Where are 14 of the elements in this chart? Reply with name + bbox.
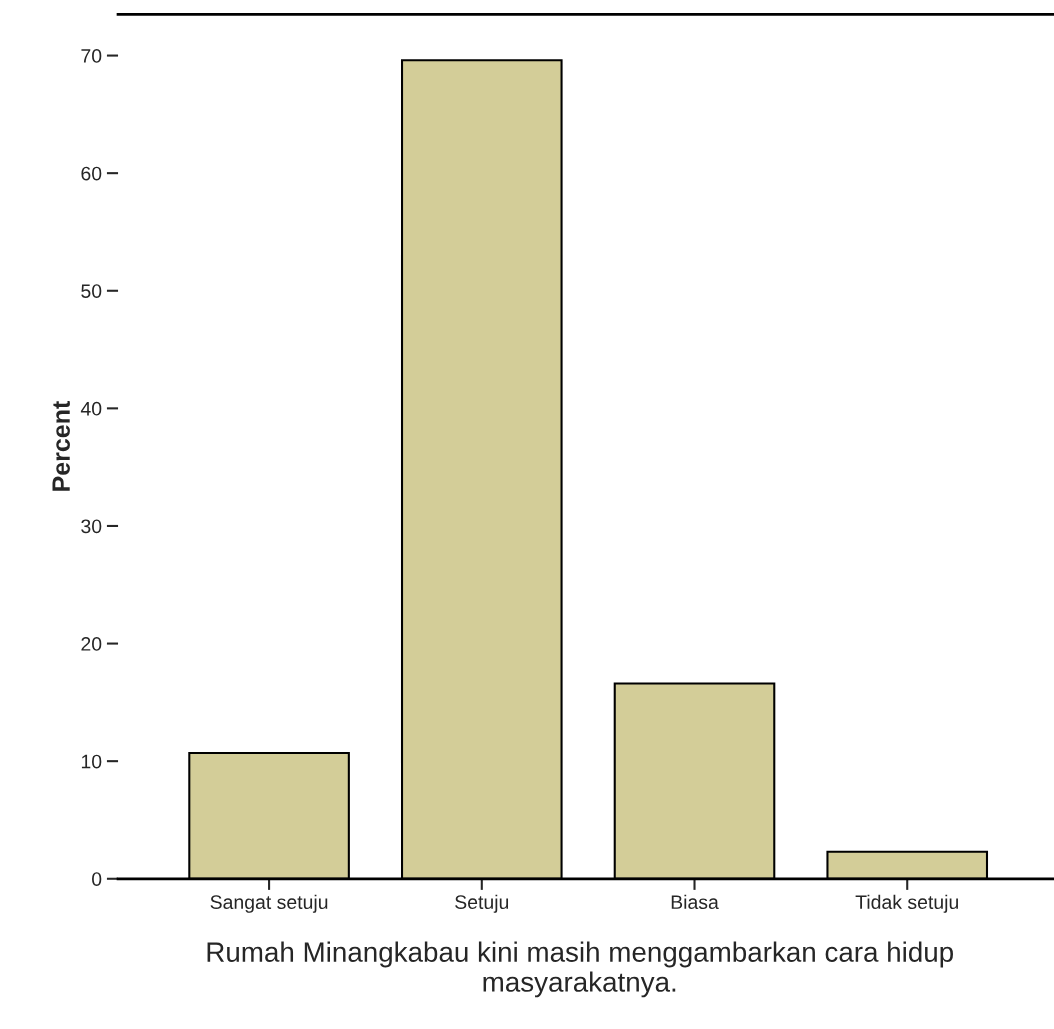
y-tick-label: 0 (92, 872, 102, 886)
x-tick-label: Tidak setuju (855, 894, 958, 913)
x-axis-title: Rumah Minangkabau kini masih menggambarkan cara hidup masyarakatnya. (207, 941, 953, 998)
y-tick-label: 10 (81, 754, 102, 769)
x-tick-label: Biasa (671, 894, 719, 910)
y-tick-label: 70 (81, 49, 102, 63)
x-tick-label: Sangat setuju (210, 894, 328, 913)
y-tick-label: 20 (81, 637, 102, 651)
y-tick-label: 30 (81, 519, 102, 534)
y-axis-title: Percent (52, 401, 70, 491)
y-tick-label: 50 (81, 284, 102, 298)
y-tick-label: 40 (80, 401, 102, 416)
y-tick-label: 60 (81, 166, 102, 181)
x-tick-label: Setuju (455, 894, 509, 913)
